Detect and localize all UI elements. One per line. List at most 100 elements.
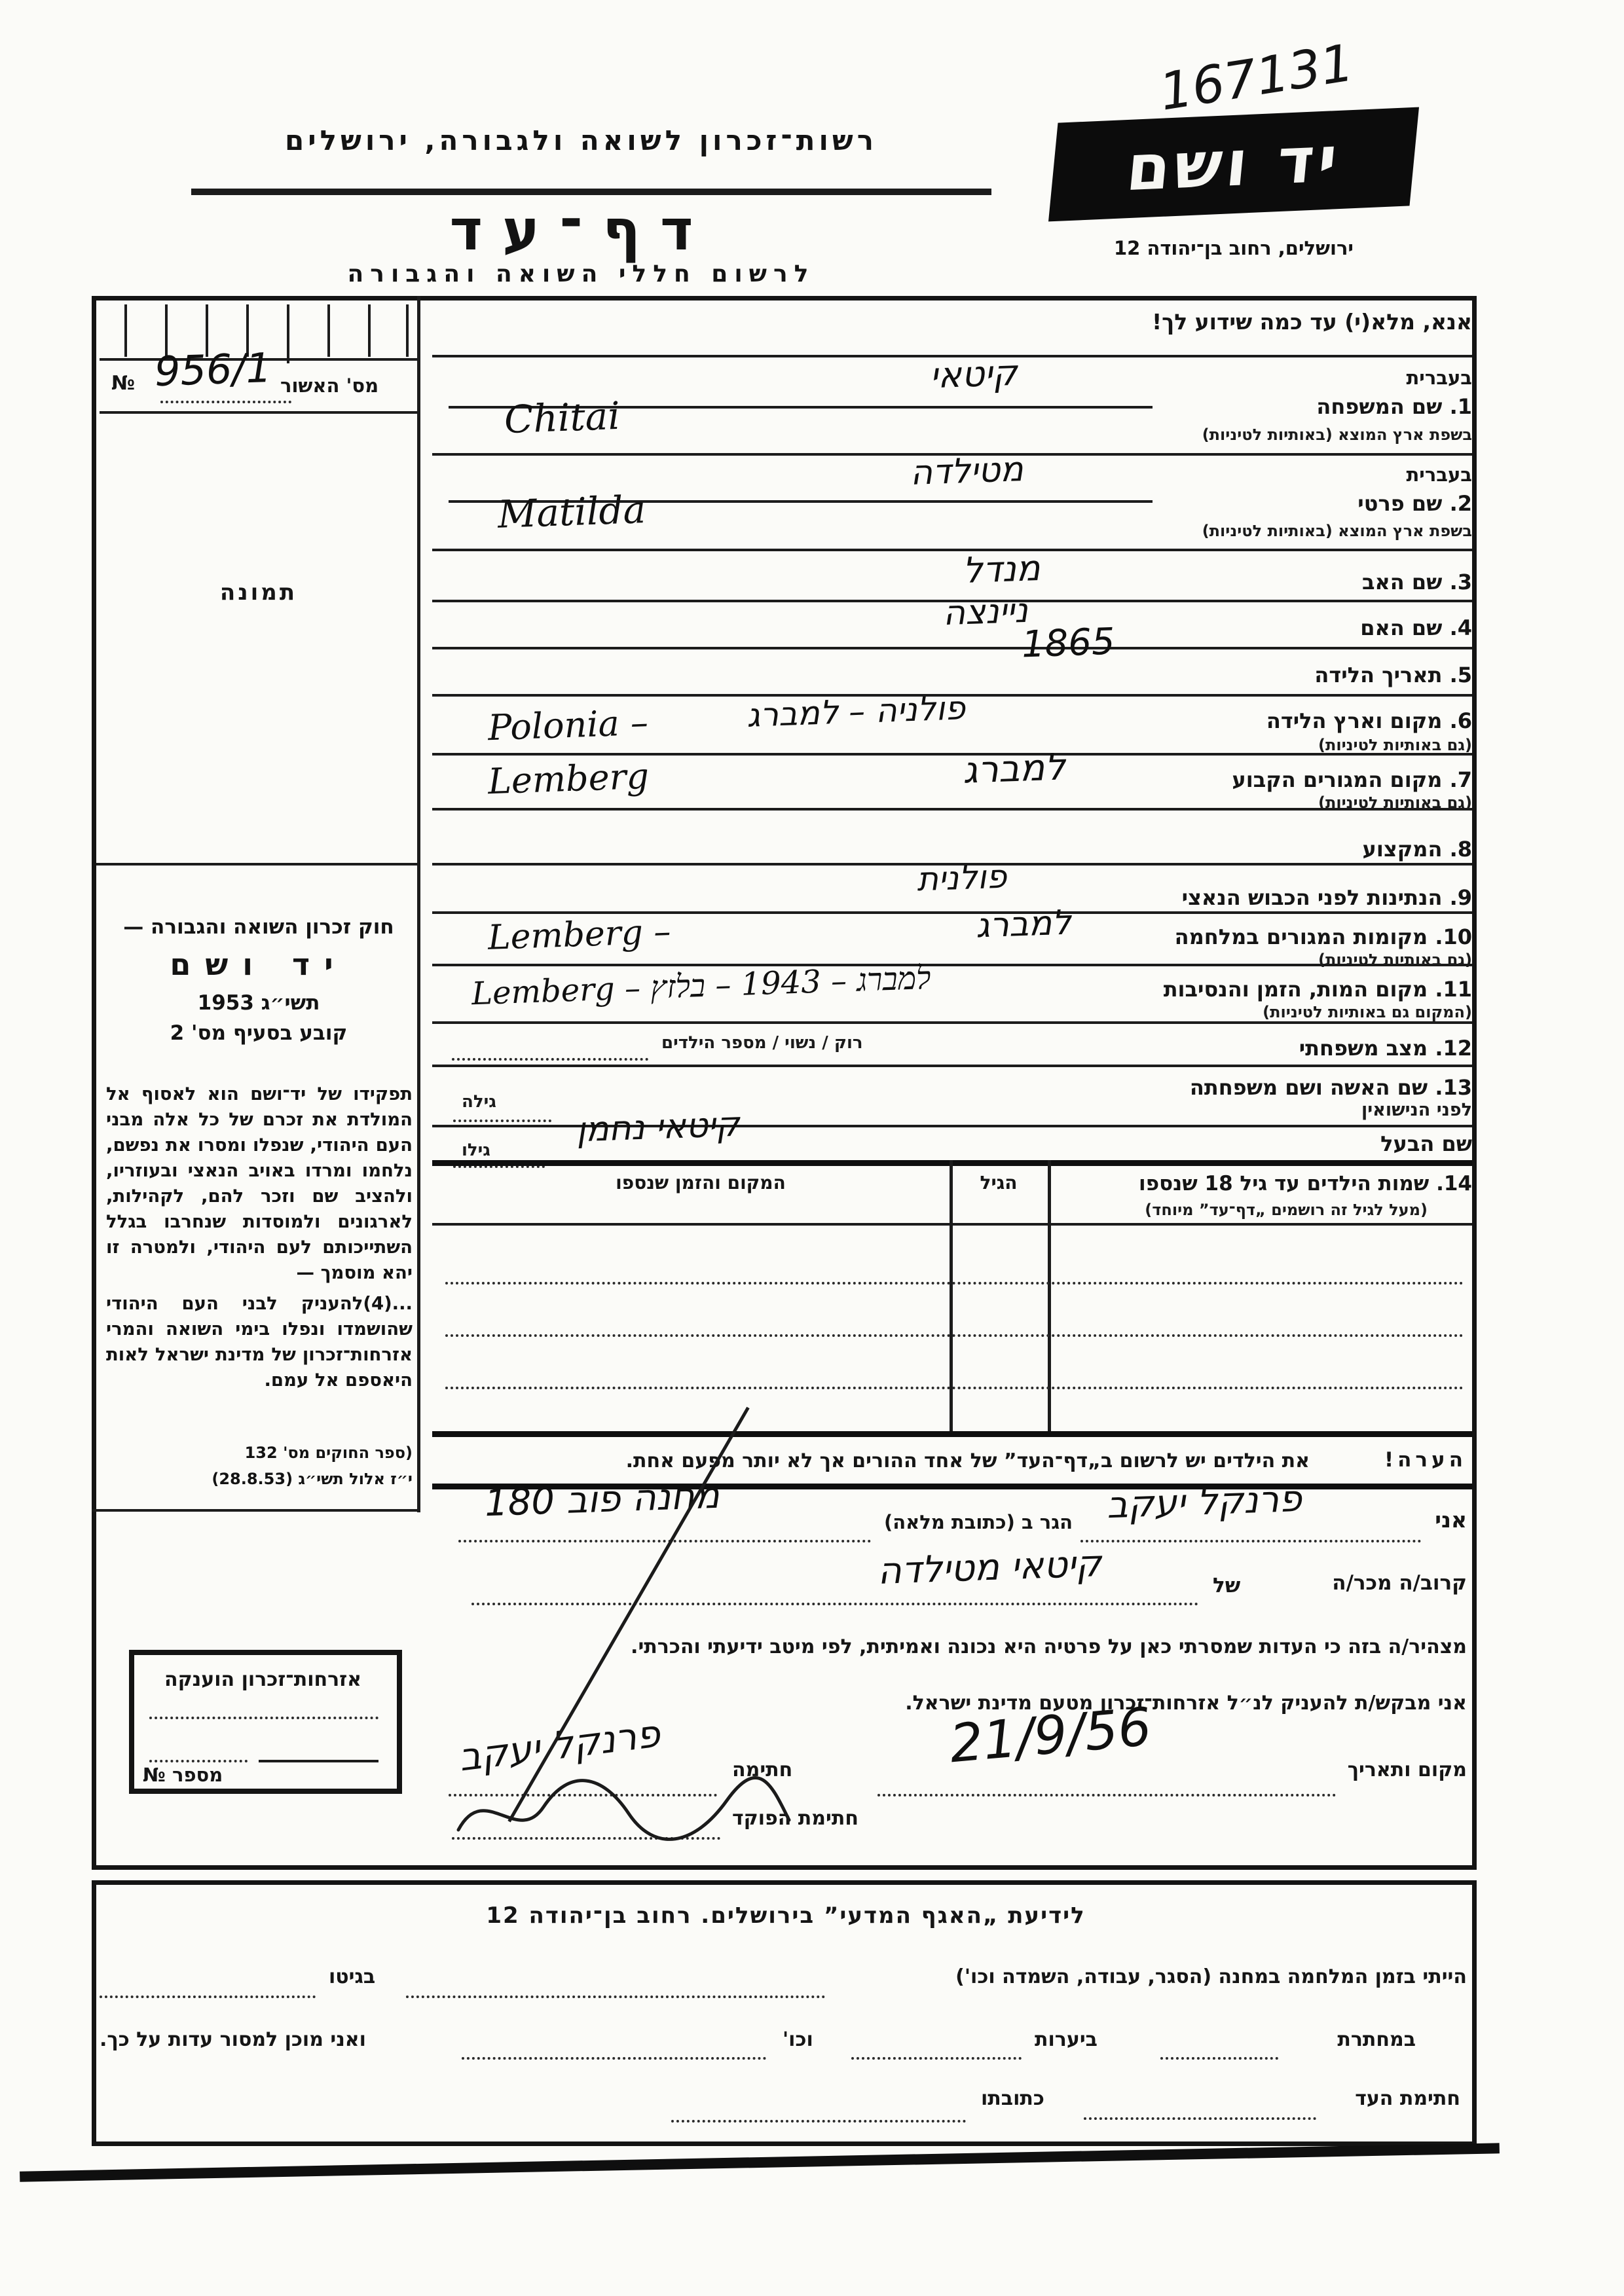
writing-line <box>449 500 1153 503</box>
field-5-handwritten: 1865 <box>1020 620 1116 666</box>
field-2-sub: בשפת ארץ המוצא (באותיות לטיניות) <box>1202 522 1472 540</box>
citizenship-number-label: מספר № <box>143 1764 223 1786</box>
writing-line <box>432 1125 1472 1127</box>
field-1-handwritten-hebrew: קיטאי <box>929 352 1018 397</box>
forests-label: ביערות <box>1035 2028 1098 2051</box>
law-heading-block: חוק זכרון השואה והגבורה — יד ושם תשי״ג 1… <box>105 915 413 1045</box>
page-bottom-heavy-line <box>20 2143 1500 2182</box>
writing-line <box>449 406 1153 409</box>
testify-label: ואני מוכן למסור עדות על כך. <box>100 2028 366 2051</box>
header-underline <box>191 189 991 195</box>
field-1-sub: בשפת ארץ המוצא (באותיות לטיניות) <box>1202 426 1472 444</box>
husband-name-label: שם הבעל <box>1380 1131 1472 1156</box>
comb-tick <box>327 304 330 357</box>
field-11-sub: (המקום גם באותיות לטיניות) <box>1263 1003 1472 1021</box>
field-12-label: 12. מצב משפחתי <box>1299 1036 1472 1061</box>
writing-line <box>432 964 1472 966</box>
dotted-line <box>406 1995 825 1998</box>
comb-tick <box>368 304 371 357</box>
children-col-divider <box>950 1160 953 1431</box>
comb-tick <box>246 304 249 357</box>
field-7-handwritten-hebrew: למברג <box>961 746 1067 792</box>
field-6-sub: (גם באותיות לטיניות) <box>1318 736 1472 754</box>
field-4-label: 4. שם האם <box>1360 615 1472 640</box>
field-13-label: 13. שם האשה ושם משפחתה <box>1189 1075 1472 1100</box>
field-1-hebrew-tag: בעברית <box>1406 367 1473 389</box>
scientific-branch-box <box>92 1880 1477 2146</box>
dotted-line <box>453 1120 551 1122</box>
field-8-label: 8. המקצוע <box>1362 837 1472 862</box>
of-label: של <box>1213 1574 1241 1597</box>
request-statement: אני מבקש/ת להעניק לנ״ל אזרחות־זכרון מטעם… <box>905 1692 1467 1715</box>
dotted-line <box>1160 2057 1278 2060</box>
clerk-signature-scribble <box>456 1776 791 1841</box>
law-reference-1: (ספר החוקים מס' 132 <box>244 1444 413 1462</box>
children-row-dotted-line <box>445 1282 1464 1285</box>
sidebar-divider <box>417 296 420 1512</box>
note-text: את הילדים יש לרשום ב„דף־העד” של אחד ההור… <box>625 1449 1310 1472</box>
field-2-handwritten-hebrew: מטילדה <box>910 450 1024 493</box>
relative-label: קרוב/ה מכר/ה <box>1332 1571 1467 1595</box>
field-11-label: 11. מקום המות, הזמן והנסיבות <box>1163 977 1472 1002</box>
writing-line <box>432 753 1472 756</box>
husband-age-label: גילו <box>462 1140 490 1160</box>
law-year: תשי״ג 1953 <box>197 991 320 1015</box>
photo-cell-bottom-line <box>96 863 418 866</box>
writing-line <box>432 863 1472 866</box>
comb-tick <box>165 304 168 357</box>
law-section: קובע בסעיף מס' 2 <box>170 1021 348 1045</box>
dotted-line <box>452 1837 720 1840</box>
writing-line <box>432 600 1472 602</box>
dotted-line <box>1080 1540 1421 1542</box>
children-row-dotted-line <box>445 1387 1464 1389</box>
declarant-name-handwritten: פרנקל יעקב <box>1105 1477 1303 1527</box>
etc-label: וכו' <box>783 2028 813 2051</box>
form-subtitle: לרשום חללי השואה והגבורה <box>347 261 815 287</box>
field-6-handwritten-latin: Polonia – <box>487 701 649 749</box>
ghetto-label: בגיטו <box>329 1965 376 1988</box>
approval-number-sign: № <box>111 372 136 395</box>
children-table-bottom-border <box>432 1431 1472 1437</box>
office-address: ירושלים, רחוב בן־יהודה 12 <box>1114 237 1354 259</box>
citizenship-box <box>129 1650 402 1794</box>
field-2-handwritten-latin: Matilda <box>496 487 647 537</box>
dotted-line <box>149 1717 378 1719</box>
field-10-handwritten-hebrew: למברג <box>974 903 1072 946</box>
approval-number-label: מס' האשור <box>280 374 379 397</box>
children-col-place: המקום והזמן שנספו <box>616 1172 786 1194</box>
witness-signature-line-label: חתימת העד <box>1355 2087 1460 2110</box>
children-col-age: הגיל <box>980 1172 1018 1194</box>
writing-line <box>259 1760 378 1762</box>
resides-label: הגר ב (כתובת מלאה) <box>884 1511 1073 1533</box>
field-13-label2: לפני הנישואין <box>1361 1100 1472 1120</box>
dotted-line <box>851 2057 1022 2060</box>
writing-line <box>432 355 1472 357</box>
victim-name-handwritten: קיטאי מטילדה <box>876 1542 1103 1593</box>
scientific-branch-title: לידיעת „האגף המדעי” בירושלים. רחוב בן־יה… <box>486 1903 1086 1929</box>
field-9-label: 9. הנתינות לפני הכבוש הנאצי <box>1181 885 1472 910</box>
dotted-line <box>462 2057 766 2060</box>
law-intro: חוק זכרון השואה והגבורה — <box>123 915 394 939</box>
war-camp-label: הייתי בזמן המלחמה במחנה (הסגר, עבודה, הש… <box>955 1965 1467 1988</box>
field-7-label: 7. מקום המגורים הקבוע <box>1232 767 1472 792</box>
husband-name-handwritten: קיטאי נחמן <box>576 1104 741 1150</box>
main-form-box <box>92 296 1477 1870</box>
field-6-label: 6. מקום וארץ הלידה <box>1266 708 1472 733</box>
field-10-handwritten-latin: Lemberg – <box>487 912 672 958</box>
writing-line <box>432 453 1472 456</box>
field-5-label: 5. תאריך הלידה <box>1314 663 1472 687</box>
children-table-label: 14. שמות הילדים עד גיל 18 שנספו <box>1139 1172 1472 1195</box>
law-text: תפקידו של יד־ושם הוא לאסוף אל המולדת את … <box>106 1084 413 1283</box>
dotted-line <box>100 1995 316 1998</box>
writing-line <box>432 694 1472 697</box>
underground-label: במחתרת <box>1337 2028 1416 2051</box>
comb-baseline <box>100 358 418 361</box>
witness-address-label: כתובתו <box>981 2087 1044 2110</box>
sidebar-bottom-line <box>92 1509 420 1512</box>
dotted-line <box>877 1794 1336 1796</box>
place-date-label: מקום ותאריך <box>1347 1758 1467 1781</box>
law-text-continued: ...(4)להעניק לבני העם היהודי שהושמדו ונפ… <box>106 1293 413 1391</box>
comb-tick <box>124 304 127 357</box>
fill-in-instruction: אנא, מלא(י) עד כמה שידוע לך! <box>1152 309 1472 335</box>
